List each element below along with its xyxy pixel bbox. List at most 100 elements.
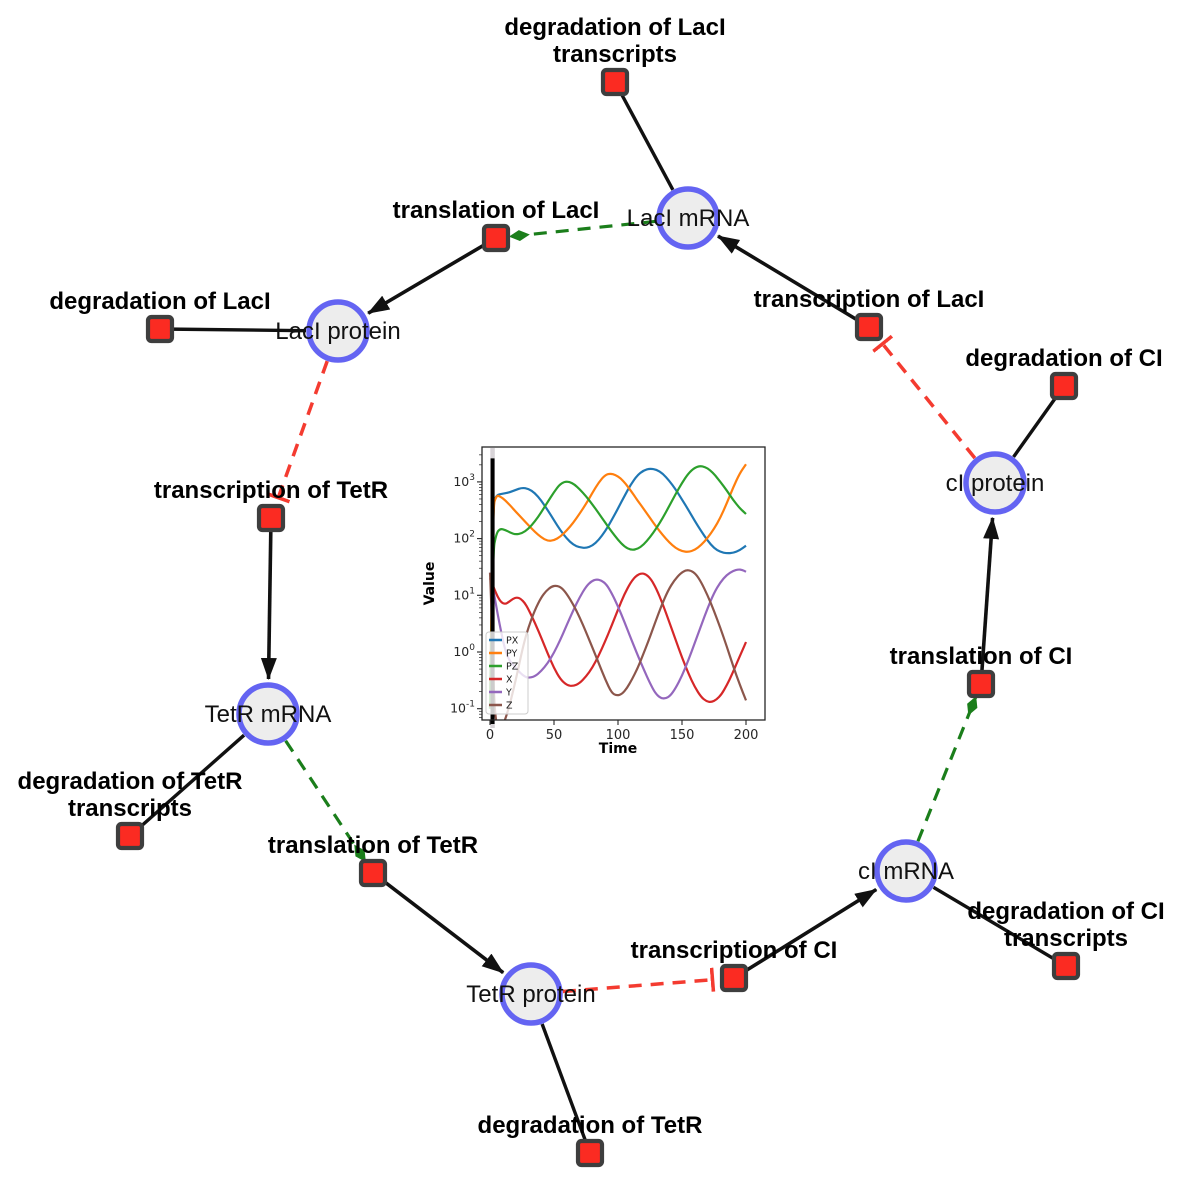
reaction-square-transcription-tetr bbox=[256, 503, 286, 533]
edge-modifier-ci-mrna-to-translation-ci bbox=[916, 696, 978, 842]
series-line-PX bbox=[488, 467, 747, 709]
reaction-square-deg-ci-transcripts bbox=[1051, 951, 1081, 981]
y-tick-label: 10-1 bbox=[450, 700, 475, 716]
species-circle-laci-protein bbox=[306, 299, 370, 363]
reaction-label-deg-ci-line1: degradation of CI bbox=[965, 345, 1162, 372]
reaction-node-transcription-laci bbox=[854, 312, 884, 342]
reaction-label-transcription-tetr-line1: transcription of TetR bbox=[154, 477, 388, 504]
reaction-label-deg-laci-line1: degradation of LacI bbox=[49, 288, 270, 315]
edge-production-transcription-tetr-to-tetr-mrna bbox=[260, 517, 277, 681]
species-label-tetr-mrna: TetR mRNA bbox=[205, 701, 332, 728]
species-node-ci-protein bbox=[963, 451, 1027, 515]
species-circle-tetr-mrna bbox=[236, 682, 300, 746]
species-circle-tetr-protein bbox=[499, 962, 563, 1026]
species-node-tetr-protein bbox=[499, 962, 563, 1026]
legend-item-Z: Z bbox=[489, 701, 513, 712]
species-label-ci-mrna: cI mRNA bbox=[858, 858, 954, 885]
reaction-label-deg-laci-transcripts-line2: transcripts bbox=[553, 41, 677, 68]
plot-frame bbox=[481, 446, 766, 721]
nodes-layer bbox=[115, 67, 1081, 1168]
species-circle-laci-mrna bbox=[656, 186, 720, 250]
edge-production-transcription-ci-to-ci-mrna bbox=[733, 887, 878, 980]
edge-production-translation-tetr-to-tetr-protein bbox=[371, 871, 505, 975]
edge-inhibition-ci-protein-to-transcription-laci bbox=[872, 334, 977, 460]
x-axis-title: Time bbox=[599, 741, 637, 757]
reaction-square-transcription-laci bbox=[854, 312, 884, 342]
reaction-square-deg-tetr-transcripts bbox=[115, 821, 145, 851]
legend-label-PZ: PZ bbox=[506, 662, 519, 673]
x-tick-label: 200 bbox=[734, 728, 759, 743]
reaction-label-translation-tetr-line1: translation of TetR bbox=[268, 832, 478, 859]
species-node-laci-protein bbox=[306, 299, 370, 363]
x-tick-label: 150 bbox=[670, 728, 695, 743]
y-axis-title: Value bbox=[422, 562, 438, 606]
reaction-label-deg-ci-transcripts-line1: degradation of CI bbox=[967, 898, 1164, 925]
legend-label-X: X bbox=[506, 675, 513, 686]
species-label-laci-protein: LacI protein bbox=[275, 318, 400, 345]
reaction-node-translation-tetr bbox=[358, 858, 388, 888]
chart-legend: PX PY PZ XYZ bbox=[485, 631, 529, 715]
species-circle-ci-protein bbox=[963, 451, 1027, 515]
y-tick-label: 101 bbox=[453, 586, 475, 602]
legend-item-PY: PY bbox=[489, 649, 518, 660]
edge-consumption-laci-mrna-to-deg-laci-transcripts bbox=[613, 81, 675, 191]
reaction-label-deg-tetr-line1: degradation of TetR bbox=[478, 1112, 703, 1139]
reaction-square-deg-laci bbox=[145, 314, 175, 344]
reaction-label-translation-laci-line1: translation of LacI bbox=[393, 197, 600, 224]
species-node-ci-mrna bbox=[874, 839, 938, 903]
species-label-laci-mrna: LacI mRNA bbox=[627, 205, 750, 232]
y-tick-label: 100 bbox=[453, 643, 475, 659]
reaction-label-transcription-laci-line1: transcription of LacI bbox=[754, 286, 985, 313]
reaction-node-deg-laci-transcripts bbox=[600, 67, 630, 97]
species-label-ci-protein: cI protein bbox=[946, 470, 1045, 497]
y-tick-label: 103 bbox=[453, 473, 475, 489]
edge-modifier-laci-mrna-to-translation-laci bbox=[508, 219, 657, 242]
reaction-node-translation-ci bbox=[966, 669, 996, 699]
edge-production-translation-laci-to-laci-protein bbox=[367, 236, 497, 315]
x-tick-label: 0 bbox=[486, 728, 494, 743]
edge-modifier-tetr-mrna-to-translation-tetr bbox=[284, 739, 367, 863]
edge-inhibition-tetr-protein-to-transcription-ci bbox=[562, 967, 716, 994]
labels-layer: LacI mRNA LacI protein cI protein TetR mRNA… bbox=[18, 14, 1165, 1139]
reaction-square-translation-tetr bbox=[358, 858, 388, 888]
species-circle-ci-mrna bbox=[874, 839, 938, 903]
series-line-X bbox=[488, 572, 748, 703]
reaction-square-translation-ci bbox=[966, 669, 996, 699]
legend-label-PY: PY bbox=[506, 649, 518, 660]
reaction-square-deg-tetr bbox=[575, 1138, 605, 1168]
x-tick-label: 50 bbox=[546, 728, 563, 743]
reaction-node-deg-laci bbox=[145, 314, 175, 344]
reaction-square-deg-laci-transcripts bbox=[600, 67, 630, 97]
reaction-node-transcription-ci bbox=[719, 963, 749, 993]
reaction-node-deg-ci bbox=[1049, 371, 1079, 401]
legend-label-Z: Z bbox=[506, 701, 513, 712]
reaction-label-deg-tetr-transcripts-line2: transcripts bbox=[68, 795, 192, 822]
edge-inhibition-laci-protein-to-transcription-tetr bbox=[266, 360, 329, 504]
reaction-label-deg-ci-transcripts-line2: transcripts bbox=[1004, 925, 1128, 952]
x-tick-label: 100 bbox=[606, 728, 631, 743]
reaction-label-deg-tetr-transcripts-line1: degradation of TetR bbox=[18, 768, 243, 795]
reaction-node-deg-tetr bbox=[575, 1138, 605, 1168]
edge-consumption-ci-mrna-to-deg-ci-transcripts bbox=[932, 885, 1067, 968]
species-label-tetr-protein: TetR protein bbox=[466, 981, 595, 1008]
edge-production-transcription-laci-to-laci-mrna bbox=[717, 234, 870, 329]
reaction-square-translation-laci bbox=[481, 223, 511, 253]
legend-item-Y: Y bbox=[489, 688, 512, 699]
legend-item-PX: PX bbox=[489, 636, 519, 647]
legend-item-X: X bbox=[489, 675, 513, 686]
edge-production-translation-ci-to-ci-protein bbox=[979, 516, 1000, 685]
edges-layer bbox=[128, 81, 1067, 1154]
species-node-tetr-mrna bbox=[236, 682, 300, 746]
reaction-label-transcription-ci-line1: transcription of CI bbox=[631, 937, 838, 964]
reaction-label-translation-ci-line1: translation of CI bbox=[890, 643, 1073, 670]
edge-consumption-laci-protein-to-deg-laci bbox=[159, 327, 307, 333]
series-line-PZ bbox=[488, 465, 747, 709]
reaction-label-deg-laci-transcripts-line1: degradation of LacI bbox=[504, 14, 725, 41]
series-line-PY bbox=[488, 463, 747, 709]
reaction-node-deg-ci-transcripts bbox=[1051, 951, 1081, 981]
reaction-square-transcription-ci bbox=[719, 963, 749, 993]
reaction-node-transcription-tetr bbox=[256, 503, 286, 533]
